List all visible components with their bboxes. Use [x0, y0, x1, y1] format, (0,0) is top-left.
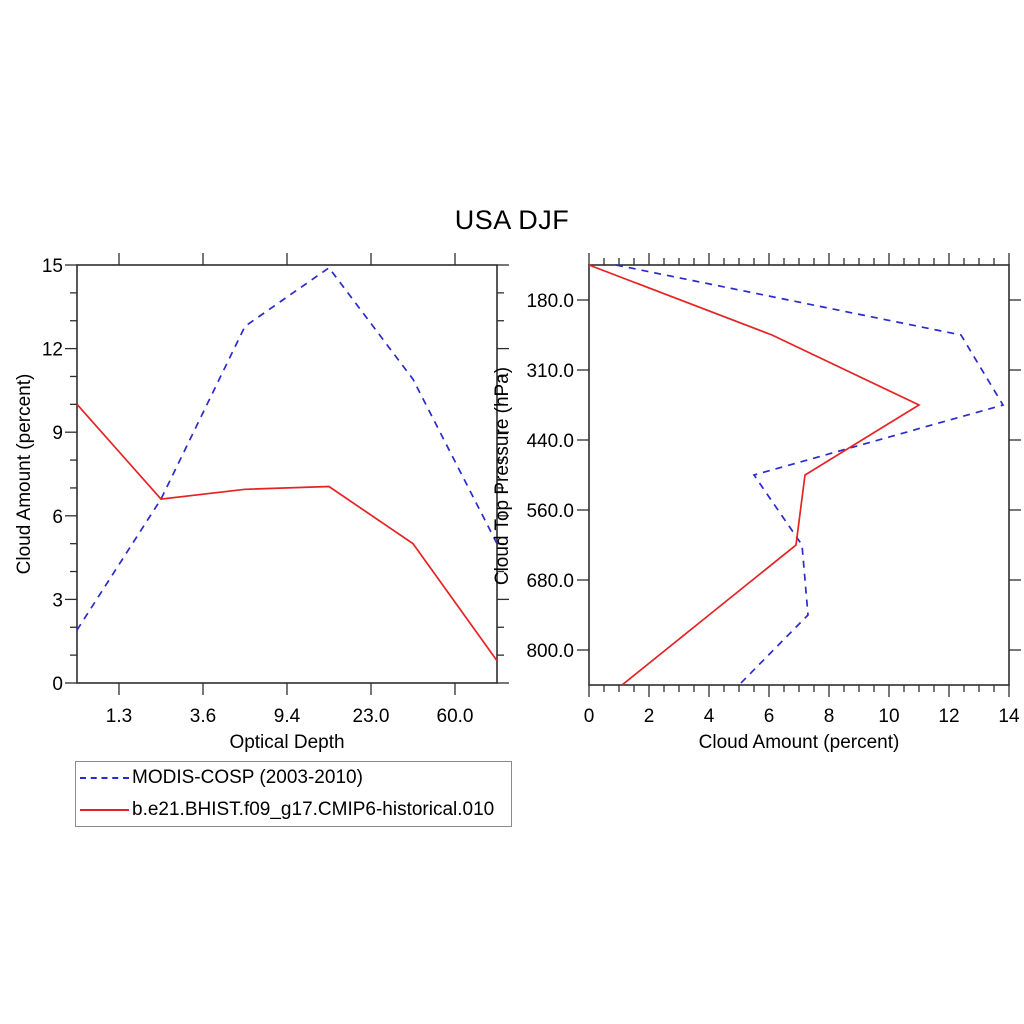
right-x-tick-label: 0	[584, 706, 595, 727]
right-x-axis-title: Cloud Amount (percent)	[698, 732, 900, 753]
left-x-axis-title: Optical Depth	[229, 732, 345, 753]
right-x-tick-label: 6	[764, 706, 775, 727]
model-series-line-right	[588, 264, 921, 686]
left-x-tick-label: 3.6	[190, 706, 216, 727]
model-series-line-left	[76, 403, 498, 662]
right-x-tick-label: 8	[824, 706, 835, 727]
left-x-tick-label: 9.4	[274, 706, 301, 727]
modis-line-sample	[80, 777, 129, 780]
right-y-tick-label: 800.0	[526, 641, 574, 662]
right-panel-frame	[588, 264, 1010, 686]
right-x-tick-label: 12	[938, 706, 959, 727]
legend-label-model: b.e21.BHIST.f09_g17.CMIP6-historical.010	[132, 798, 495, 820]
left-y-tick-label: 6	[52, 507, 63, 528]
left-x-tick-label: 23.0	[353, 706, 390, 727]
legend-item-model: b.e21.BHIST.f09_g17.CMIP6-historical.010	[76, 795, 511, 825]
right-y-tick-label: 680.0	[526, 571, 574, 592]
legend-item-modis: MODIS-COSP (2003-2010)	[76, 763, 511, 793]
model-line-sample	[80, 808, 129, 811]
left-x-tick-label: 1.3	[106, 706, 132, 727]
left-y-tick-label: 3	[52, 590, 63, 611]
left-y-tick-label: 0	[52, 674, 63, 695]
right-y-axis-title: Cloud Top Pressure (hPa)	[492, 366, 513, 586]
right-x-tick-label: 10	[878, 706, 899, 727]
right-x-tick-label: 2	[644, 706, 655, 727]
modis-series-line-left	[76, 266, 498, 631]
right-y-tick-label: 310.0	[526, 361, 574, 382]
left-y-tick-label: 12	[42, 340, 63, 361]
right-y-tick-label: 440.0	[526, 431, 574, 452]
left-y-tick-label: 15	[42, 256, 63, 277]
right-x-tick-label: 14	[998, 706, 1020, 727]
right-x-tick-label: 4	[704, 706, 715, 727]
modis-series-line-right	[615, 264, 1005, 686]
figure-title: USA DJF	[454, 205, 570, 235]
right-y-tick-label: 180.0	[526, 291, 574, 312]
legend-box: MODIS-COSP (2003-2010) b.e21.BHIST.f09_g…	[75, 761, 512, 827]
left-panel-frame	[76, 264, 498, 684]
left-y-tick-label: 9	[52, 423, 63, 444]
left-y-axis-title: Cloud Amount (percent)	[14, 373, 35, 575]
right-y-tick-label: 560.0	[526, 501, 574, 522]
legend-label-modis: MODIS-COSP (2003-2010)	[132, 767, 363, 789]
left-x-tick-label: 60.0	[437, 706, 474, 727]
